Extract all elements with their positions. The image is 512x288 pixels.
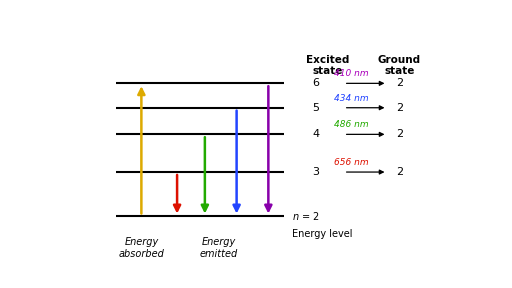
Text: 6: 6 — [312, 78, 319, 88]
Text: 4: 4 — [312, 129, 319, 139]
Text: Energy
absorbed: Energy absorbed — [118, 238, 164, 259]
Text: Energy level: Energy level — [292, 229, 353, 239]
Text: 2: 2 — [396, 167, 403, 177]
Text: 3: 3 — [312, 167, 319, 177]
Text: 656 nm: 656 nm — [334, 158, 369, 167]
Text: 2: 2 — [396, 78, 403, 88]
Text: 2: 2 — [396, 129, 403, 139]
Text: 486 nm: 486 nm — [334, 120, 369, 130]
Text: Ground
state: Ground state — [378, 54, 421, 76]
Text: 434 nm: 434 nm — [334, 94, 369, 103]
Text: 2: 2 — [396, 103, 403, 113]
Text: 410 nm: 410 nm — [334, 69, 369, 78]
Text: $n$ = 2: $n$ = 2 — [292, 211, 320, 222]
Text: 5: 5 — [312, 103, 319, 113]
Text: Excited
state: Excited state — [306, 54, 350, 76]
Text: Energy
emitted: Energy emitted — [200, 238, 238, 259]
